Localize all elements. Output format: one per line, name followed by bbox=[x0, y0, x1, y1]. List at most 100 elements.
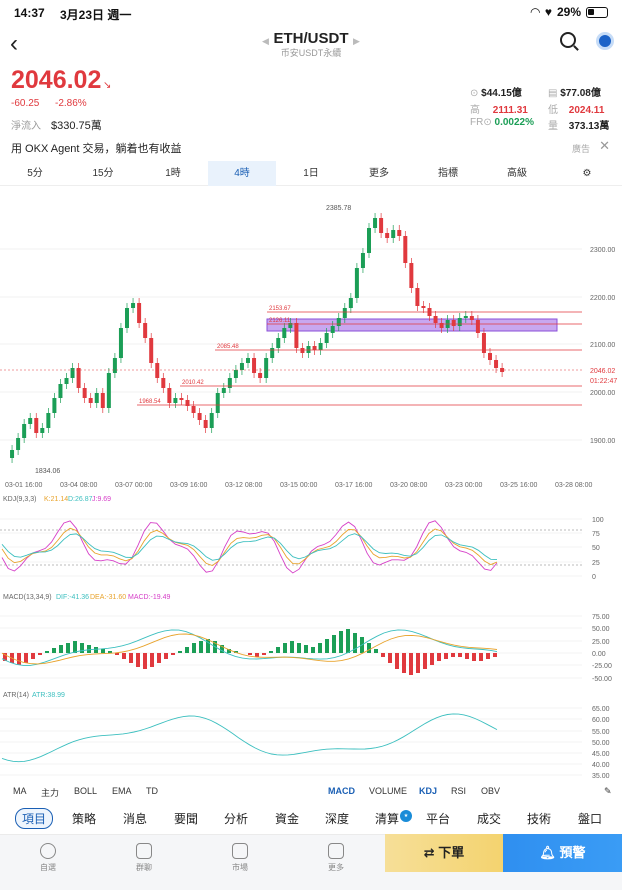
macd-bar bbox=[269, 651, 273, 653]
ad-tag: 廣告 bbox=[571, 144, 590, 154]
cat-funds[interactable]: 資金 bbox=[275, 812, 300, 826]
candle-body bbox=[379, 218, 384, 233]
main-grid bbox=[0, 248, 582, 441]
macd-bar bbox=[339, 631, 343, 653]
cat-liquidation[interactable]: 清算 bbox=[375, 812, 400, 826]
ind-ema[interactable]: EMA bbox=[112, 786, 132, 796]
alert-button[interactable]: 🔔︎ 預警 bbox=[503, 834, 622, 872]
ind-main-force[interactable]: 主力 bbox=[41, 788, 60, 798]
price-tick: 2000.00 bbox=[590, 390, 615, 397]
candle-body bbox=[258, 373, 263, 378]
level-label: 2126.11 bbox=[269, 318, 291, 324]
bottom-watchlist[interactable]: 自選 bbox=[18, 843, 78, 873]
tab-15m[interactable]: 15分 bbox=[92, 168, 114, 179]
add-watchlist-icon bbox=[40, 843, 56, 859]
cat-analysis[interactable]: 分析 bbox=[224, 812, 249, 826]
macd-bar bbox=[164, 653, 168, 659]
draw-tool-icon[interactable]: ✎ bbox=[604, 786, 612, 796]
ind-macd[interactable]: MACD bbox=[328, 786, 355, 796]
macd-bar bbox=[430, 653, 434, 665]
candle-body bbox=[155, 363, 160, 378]
candle-body bbox=[494, 360, 499, 368]
macd-bar bbox=[31, 653, 35, 659]
time-tick: 03-01 16:00 bbox=[5, 482, 42, 489]
candle-body bbox=[409, 263, 414, 288]
tab-5m[interactable]: 5分 bbox=[27, 168, 43, 179]
bottom-more[interactable]: 更多 bbox=[306, 843, 366, 873]
axis-tick: 0.00 bbox=[592, 651, 606, 658]
prev-pair-icon[interactable]: ◀ bbox=[262, 36, 269, 46]
amount-icon: ⊙ bbox=[470, 88, 482, 99]
macd-bar bbox=[157, 653, 161, 663]
candle-body bbox=[149, 338, 154, 363]
pair-title[interactable]: ETH/USDT bbox=[273, 30, 349, 47]
candle-body bbox=[270, 348, 275, 358]
ind-rsi[interactable]: RSI bbox=[451, 786, 467, 796]
macd-bar bbox=[136, 653, 140, 667]
candle-body bbox=[191, 406, 196, 413]
axis-tick: 75 bbox=[592, 531, 600, 538]
tab-more[interactable]: 更多 bbox=[369, 168, 389, 179]
ind-kdj[interactable]: KDJ bbox=[419, 786, 438, 796]
candle-chart[interactable]: 2153.67 2126.11 2085.48 2010.42 1968.54 2300… bbox=[0, 188, 622, 490]
cat-depth[interactable]: 深度 bbox=[325, 812, 350, 826]
tab-4h[interactable]: 4時 bbox=[208, 161, 276, 186]
axis-tick: 100 bbox=[592, 517, 604, 524]
ind-td[interactable]: TD bbox=[146, 786, 158, 796]
level-label: 2085.48 bbox=[217, 344, 239, 350]
resistance-zone bbox=[266, 318, 558, 332]
tab-1h[interactable]: 1時 bbox=[165, 168, 181, 179]
candle-body bbox=[354, 268, 359, 298]
cat-orderbook[interactable]: 盤口 bbox=[578, 812, 603, 826]
cat-headlines[interactable]: 要聞 bbox=[174, 812, 199, 826]
ind-boll[interactable]: BOLL bbox=[74, 786, 98, 796]
tab-advanced[interactable]: 高級 bbox=[507, 168, 527, 179]
ind-volume[interactable]: VOLUME bbox=[369, 786, 408, 796]
cat-technical[interactable]: 技術 bbox=[527, 812, 552, 826]
back-icon[interactable]: ‹ bbox=[10, 30, 18, 57]
agent-icon[interactable] bbox=[596, 32, 614, 50]
candle-body bbox=[246, 358, 250, 363]
indicator-line bbox=[1, 533, 498, 561]
cat-strategy[interactable]: 策略 bbox=[72, 812, 97, 826]
candle-body bbox=[70, 368, 75, 378]
ind-ma[interactable]: MA bbox=[13, 786, 27, 796]
cat-platform[interactable]: 平台 bbox=[426, 812, 451, 826]
ad-text[interactable]: 用 OKX Agent 交易，躺着也有收益 bbox=[11, 143, 182, 155]
market-icon bbox=[232, 843, 248, 859]
macd-bar bbox=[38, 653, 42, 655]
cat-trades[interactable]: 成交 bbox=[477, 812, 502, 826]
order-button[interactable]: ⇄ 下單 bbox=[385, 834, 503, 872]
search-icon[interactable] bbox=[560, 32, 576, 48]
time-tick: 03-25 16:00 bbox=[500, 482, 537, 489]
ad-banner[interactable]: 用 OKX Agent 交易，躺着也有收益 廣告 ✕ bbox=[0, 137, 622, 159]
next-pair-icon[interactable]: ▶ bbox=[353, 36, 360, 46]
last-price-label: 2046.02 bbox=[590, 368, 615, 375]
bottom-market[interactable]: 市場 bbox=[210, 843, 270, 873]
price-change-pct: -2.86% bbox=[55, 98, 87, 109]
time-tick: 03-04 08:00 bbox=[60, 482, 97, 489]
chart-settings-icon[interactable]: ⚙ bbox=[582, 168, 592, 179]
close-icon[interactable]: ✕ bbox=[599, 138, 610, 153]
cat-news[interactable]: 消息 bbox=[123, 812, 148, 826]
macd-bar bbox=[472, 653, 476, 661]
cat-project[interactable]: 項目 bbox=[15, 808, 54, 829]
macd-bar bbox=[206, 639, 210, 653]
macd-bar bbox=[59, 645, 63, 653]
candle-body bbox=[28, 418, 33, 424]
candle-body bbox=[264, 358, 269, 378]
axis-tick: 75.00 bbox=[592, 614, 610, 621]
candle-body bbox=[421, 306, 426, 308]
countdown-label: 01:22:47 bbox=[590, 378, 617, 385]
tab-indicators[interactable]: 指標 bbox=[438, 168, 458, 179]
macd-bar bbox=[234, 651, 238, 653]
tab-1d[interactable]: 1日 bbox=[303, 168, 319, 179]
macd-bar bbox=[66, 643, 70, 653]
macd-bar bbox=[381, 653, 385, 657]
bottom-chat[interactable]: 群聊 bbox=[114, 843, 174, 873]
candle-body bbox=[415, 288, 420, 306]
candle-body bbox=[403, 236, 408, 263]
macd-bar bbox=[283, 643, 287, 653]
ind-obv[interactable]: OBV bbox=[481, 786, 501, 796]
price-axis: 2300.00 2200.00 2100.00 2000.00 1900.00 bbox=[590, 247, 615, 445]
